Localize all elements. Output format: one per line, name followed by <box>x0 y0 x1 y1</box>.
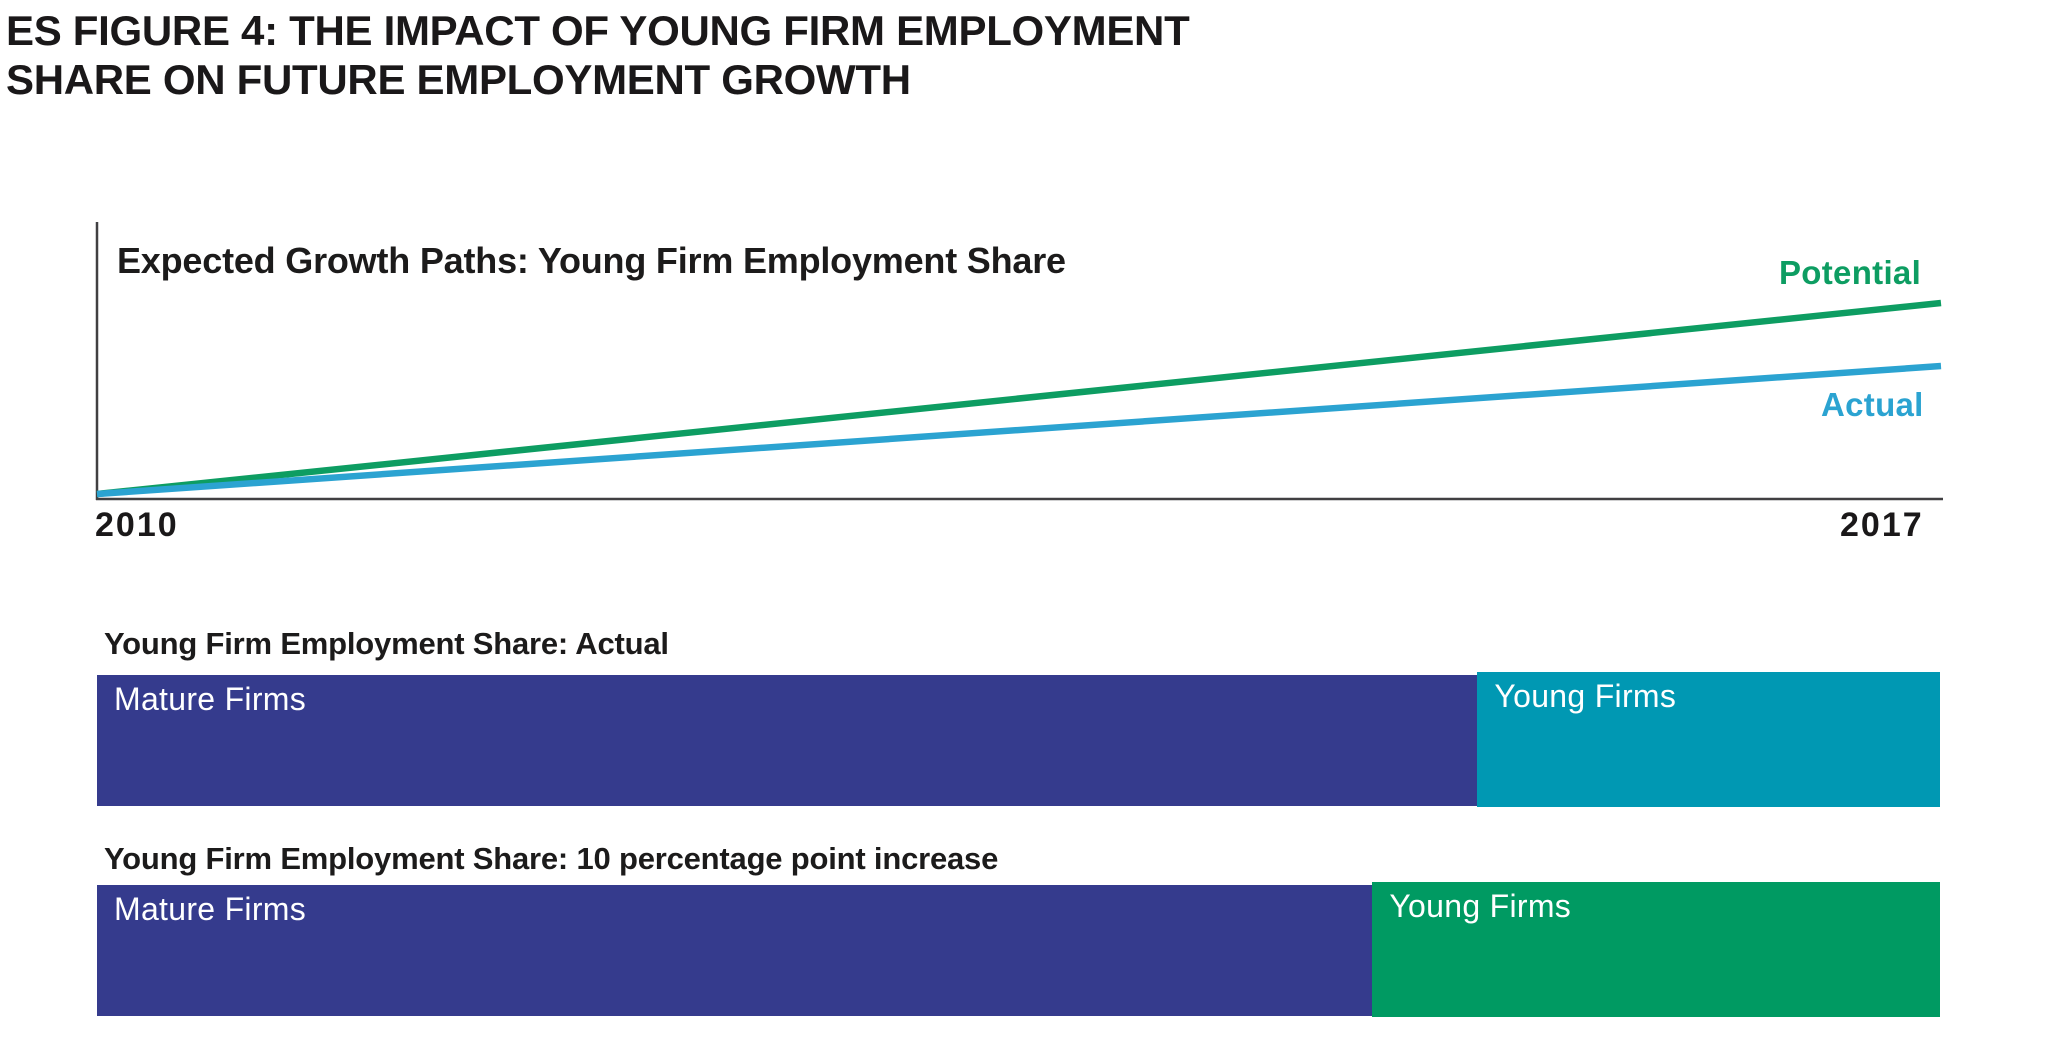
potential-series-label: Potential <box>1779 254 1922 291</box>
bar1-heading: Young Firm Employment Share: Actual <box>104 626 669 661</box>
bar2-mature-firms-label: Mature Firms <box>114 891 307 927</box>
figure-title-line2: SHARE ON FUTURE EMPLOYMENT GROWTH <box>6 56 911 103</box>
bar1-mature-firms-segment: Mature Firms <box>97 675 1478 806</box>
x-axis-tick-2017: 2017 <box>1840 506 1924 544</box>
line-chart-title: Expected Growth Paths: Young Firm Employ… <box>117 240 1066 281</box>
bar1-mature-firms-label: Mature Firms <box>114 681 307 717</box>
figure-title-line1: ES FIGURE 4: THE IMPACT OF YOUNG FIRM EM… <box>6 7 1190 54</box>
bar2-mature-firms-segment: Mature Firms <box>97 885 1373 1016</box>
bar2-stacked-bar: Mature Firms Young Firms <box>97 882 1940 1017</box>
bar1-young-firms-label: Young Firms <box>1494 678 1677 714</box>
bar1-young-firms-segment: Young Firms <box>1477 672 1940 807</box>
x-axis-tick-2010: 2010 <box>95 506 179 544</box>
bar2-young-firms-segment: Young Firms <box>1372 882 1940 1017</box>
bar2-heading: Young Firm Employment Share: 10 percenta… <box>104 841 999 876</box>
actual-line <box>96 362 1942 498</box>
potential-line <box>96 299 1942 498</box>
figure-title: ES FIGURE 4: THE IMPACT OF YOUNG FIRM EM… <box>6 6 1190 104</box>
actual-series-label: Actual <box>1821 386 1924 423</box>
bar1-stacked-bar: Mature Firms Young Firms <box>97 672 1940 807</box>
line-chart-plot <box>95 222 1943 501</box>
bar2-young-firms-label: Young Firms <box>1389 888 1572 924</box>
